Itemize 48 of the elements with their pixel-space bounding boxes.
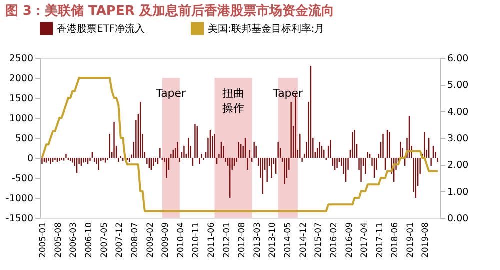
- x-tick-label: 2005-08: [54, 222, 64, 258]
- y-tick-label: -1000: [6, 194, 34, 204]
- y2-tick-label: 6.00: [448, 54, 469, 64]
- x-tick-label: 2007-12: [115, 222, 126, 258]
- y2-tick-label: 2.00: [448, 160, 469, 172]
- x-tick-label: 2015-07: [314, 222, 324, 258]
- x-tick-label: 2016-02: [329, 222, 340, 258]
- x-tick-label: 2016-09: [344, 222, 355, 258]
- band-label: Taper: [155, 87, 187, 100]
- x-tick-label: 2010-11: [192, 222, 202, 258]
- legend-label: 美国:联邦基金目标利率:月: [208, 22, 325, 35]
- x-tick-label: 2019-08: [421, 222, 432, 258]
- x-tick-label: 2012-08: [238, 222, 248, 258]
- x-tick-label: 2006-10: [84, 222, 95, 258]
- y-tick-label: 1500: [9, 94, 34, 104]
- y-tick-label: 2000: [9, 74, 34, 84]
- x-tick-label: 2009-09: [161, 222, 172, 258]
- x-tick-label: 2006-03: [69, 222, 80, 258]
- y2-tick-label: 4.00: [448, 106, 469, 118]
- x-tick-label: 2005-01: [38, 222, 49, 258]
- y2-tick-label: 0.00: [448, 214, 469, 224]
- x-tick-label: 2008-07: [130, 222, 140, 258]
- y-tick-label: 500: [15, 134, 34, 144]
- y2-tick-label: 1.00: [448, 186, 469, 198]
- x-tick-label: 2013-03: [252, 222, 263, 258]
- legend-label: 香港股票ETF净流入: [57, 22, 146, 35]
- x-tick-label: 2012-01: [222, 222, 232, 258]
- x-tick-label: 2017-04: [360, 222, 370, 258]
- x-tick-label: 2013-10: [268, 222, 278, 258]
- band-label: 扭曲操作: [222, 87, 244, 115]
- x-tick-label: 2017-11: [375, 222, 386, 258]
- x-tick-label: 2019-01: [406, 222, 416, 258]
- y-tick-label: 2500: [9, 54, 34, 64]
- y2-tick-label: 3.00: [448, 134, 469, 144]
- chart-title: 图 3：美联储 TAPER 及加息前后香港股票市场资金流向: [5, 3, 334, 19]
- x-tick-label: 2018-06: [390, 222, 401, 258]
- y-tick-label: 1000: [9, 114, 34, 124]
- band-label: Taper: [272, 87, 304, 100]
- x-tick-label: 2010-04: [176, 222, 186, 258]
- y-tick-label: -500: [12, 174, 34, 184]
- x-tick-label: 2011-06: [206, 222, 217, 258]
- y-tick-label: -1500: [6, 214, 34, 224]
- x-tick-label: 2009-02: [146, 222, 156, 258]
- y2-tick-label: 5.00: [448, 80, 469, 92]
- y-tick-label: 0: [27, 154, 34, 164]
- x-tick-label: 2014-12: [298, 222, 309, 258]
- x-tick-label: 2007-05: [100, 222, 110, 258]
- x-tick-label: 2014-05: [283, 222, 294, 258]
